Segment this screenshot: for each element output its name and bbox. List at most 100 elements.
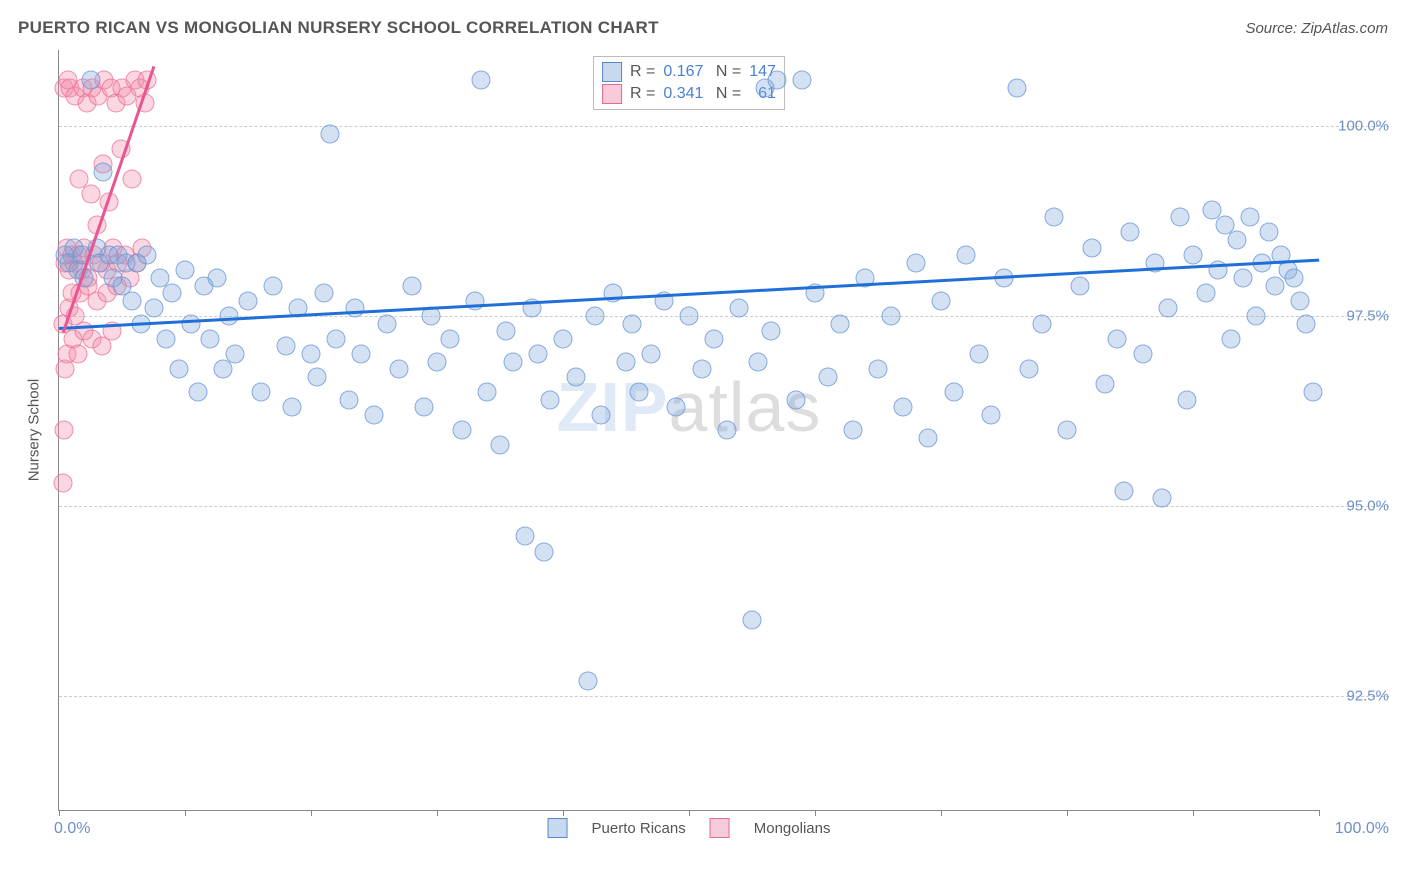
plot-area: Nursery School ZIPatlas R = 0.167 N = 14… — [58, 50, 1319, 811]
data-point-series1 — [1070, 276, 1089, 295]
data-point-series1 — [566, 367, 585, 386]
gridline — [59, 696, 1389, 697]
data-point-series1 — [969, 345, 988, 364]
data-point-series1 — [308, 367, 327, 386]
data-point-series1 — [982, 405, 1001, 424]
data-point-series1 — [617, 352, 636, 371]
data-point-series1 — [717, 421, 736, 440]
source-attribution: Source: ZipAtlas.com — [1245, 20, 1388, 37]
legend-label-series2: Mongolians — [754, 820, 831, 837]
x-tick — [59, 810, 60, 816]
data-point-series1 — [365, 405, 384, 424]
gridline — [59, 126, 1389, 127]
data-point-series1 — [182, 314, 201, 333]
x-tick — [437, 810, 438, 816]
data-point-series1 — [1095, 375, 1114, 394]
data-point-series1 — [535, 542, 554, 561]
data-point-series1 — [402, 276, 421, 295]
data-point-series2 — [68, 345, 87, 364]
x-tick — [1193, 810, 1194, 816]
legend-swatch-pink-icon — [710, 818, 730, 838]
data-point-series1 — [1171, 208, 1190, 227]
y-tick-label: 92.5% — [1329, 688, 1389, 705]
data-point-series1 — [1045, 208, 1064, 227]
data-point-series1 — [239, 291, 258, 310]
data-point-series1 — [730, 299, 749, 318]
data-point-series1 — [1297, 314, 1316, 333]
data-point-series1 — [554, 329, 573, 348]
data-point-series1 — [207, 269, 226, 288]
y-axis-label: Nursery School — [26, 379, 43, 482]
data-point-series1 — [314, 284, 333, 303]
data-point-series1 — [123, 291, 142, 310]
data-point-series1 — [894, 398, 913, 417]
data-point-series1 — [428, 352, 447, 371]
data-point-series1 — [213, 360, 232, 379]
data-point-series1 — [749, 352, 768, 371]
data-point-series1 — [188, 383, 207, 402]
data-point-series1 — [220, 307, 239, 326]
y-tick-label: 97.5% — [1329, 308, 1389, 325]
chart-container: Nursery School ZIPatlas R = 0.167 N = 14… — [18, 50, 1388, 840]
x-tick — [1067, 810, 1068, 816]
data-point-series1 — [491, 436, 510, 455]
data-point-series1 — [881, 307, 900, 326]
data-point-series1 — [591, 405, 610, 424]
x-tick — [1319, 810, 1320, 816]
data-point-series2 — [123, 170, 142, 189]
data-point-series1 — [528, 345, 547, 364]
stats-row-series2: R = 0.341 N = 61 — [602, 83, 776, 105]
data-point-series1 — [472, 71, 491, 90]
data-point-series1 — [629, 383, 648, 402]
data-point-series2 — [53, 474, 72, 493]
data-point-series1 — [906, 253, 925, 272]
data-point-series1 — [283, 398, 302, 417]
data-point-series1 — [1133, 345, 1152, 364]
data-point-series1 — [869, 360, 888, 379]
legend-swatch-blue-icon — [548, 818, 568, 838]
data-point-series1 — [831, 314, 850, 333]
data-point-series1 — [919, 428, 938, 447]
data-point-series1 — [768, 71, 787, 90]
data-point-series1 — [465, 291, 484, 310]
data-point-series1 — [1020, 360, 1039, 379]
data-point-series1 — [1158, 299, 1177, 318]
x-tick — [311, 810, 312, 816]
data-point-series1 — [516, 527, 535, 546]
legend-label-series1: Puerto Ricans — [592, 820, 686, 837]
data-point-series1 — [226, 345, 245, 364]
data-point-series1 — [1221, 329, 1240, 348]
data-point-series1 — [818, 367, 837, 386]
data-point-series1 — [642, 345, 661, 364]
data-point-series1 — [1121, 223, 1140, 242]
stats-row-series1: R = 0.167 N = 147 — [602, 61, 776, 83]
data-point-series1 — [478, 383, 497, 402]
data-point-series1 — [705, 329, 724, 348]
data-point-series1 — [1007, 79, 1026, 98]
data-point-series1 — [1240, 208, 1259, 227]
y-tick-label: 100.0% — [1329, 118, 1389, 135]
data-point-series1 — [169, 360, 188, 379]
data-point-series1 — [692, 360, 711, 379]
data-point-series1 — [1032, 314, 1051, 333]
data-point-series1 — [497, 322, 516, 341]
data-point-series1 — [604, 284, 623, 303]
data-point-series1 — [276, 337, 295, 356]
data-point-series1 — [346, 299, 365, 318]
data-point-series1 — [138, 246, 157, 265]
data-point-series1 — [352, 345, 371, 364]
data-point-series1 — [1058, 421, 1077, 440]
data-point-series1 — [1234, 269, 1253, 288]
swatch-pink-icon — [602, 84, 622, 104]
x-tick — [689, 810, 690, 816]
data-point-series1 — [793, 71, 812, 90]
data-point-series1 — [377, 314, 396, 333]
data-point-series1 — [541, 390, 560, 409]
data-point-series1 — [327, 329, 346, 348]
data-point-series1 — [503, 352, 522, 371]
data-point-series1 — [1265, 276, 1284, 295]
data-point-series1 — [667, 398, 686, 417]
data-point-series1 — [440, 329, 459, 348]
data-point-series1 — [761, 322, 780, 341]
x-tick — [563, 810, 564, 816]
